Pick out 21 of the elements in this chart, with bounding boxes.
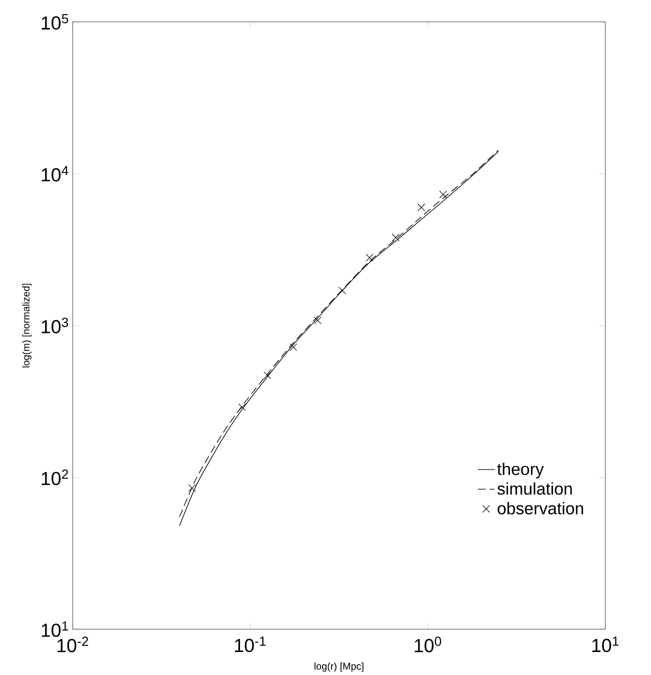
x-axis-title: log(r) [Mpc] bbox=[314, 662, 364, 672]
x-tick-label: 10$^{-2}$ bbox=[57, 636, 88, 652]
point bbox=[290, 343, 298, 352]
point bbox=[366, 254, 374, 262]
y-tick-label: 10$^{2}$ bbox=[42, 470, 68, 486]
point bbox=[238, 403, 246, 411]
y-tick-label: 10$^{4}$ bbox=[42, 166, 68, 182]
point bbox=[264, 372, 272, 380]
y-tick-label: 10$^{3}$ bbox=[42, 318, 68, 334]
legend-label: observation bbox=[498, 502, 583, 514]
x-tick-label: 10$^{-1}$ bbox=[235, 636, 266, 652]
point bbox=[417, 204, 426, 212]
legend-label: theory bbox=[497, 462, 544, 478]
x-tick-label: 10$^{1}$ bbox=[592, 636, 619, 652]
y-tick-label: 10$^{1}$ bbox=[42, 621, 68, 637]
point bbox=[392, 234, 400, 242]
y-tick-label: 10$^{5}$ bbox=[42, 14, 68, 30]
y-axis-title: log(m) [normalized] bbox=[22, 284, 32, 368]
point bbox=[314, 316, 322, 324]
x-tick-label: 10$^{0}$ bbox=[414, 636, 442, 652]
legend-label: simulation bbox=[497, 482, 572, 495]
